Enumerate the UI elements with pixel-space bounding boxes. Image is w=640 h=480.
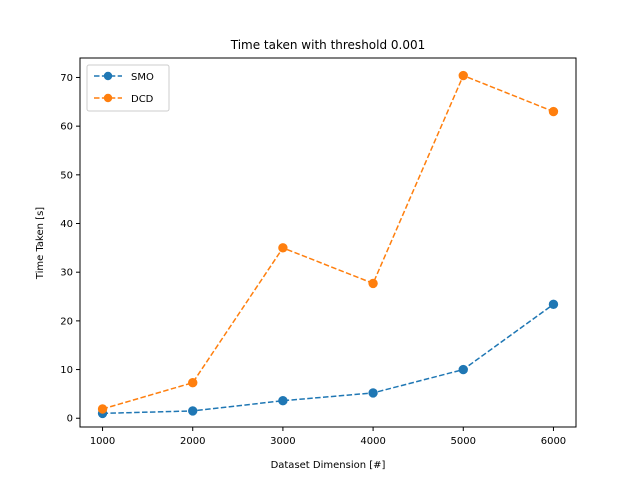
series-line-smo [102, 303, 554, 415]
series-line-dcd [102, 74, 554, 410]
chart-title: Time taken with threshold 0.001 [230, 38, 426, 52]
x-tick-label: 6000 [541, 436, 566, 447]
y-tick-label: 30 [60, 268, 73, 279]
x-tick-label: 5000 [451, 436, 476, 447]
y-tick-label: 10 [60, 365, 73, 376]
data-point-smo [548, 299, 559, 310]
plot-area [97, 70, 559, 419]
legend-marker [103, 93, 113, 103]
legend: SMO DCD [86, 64, 170, 112]
x-tick-label: 3000 [270, 436, 295, 447]
y-axis-label: Time Taken [s] [35, 207, 46, 280]
legend-item-dcd: DCD [94, 93, 154, 105]
legend-box [86, 64, 170, 112]
y-tick-label: 50 [60, 170, 73, 181]
legend-label: DCD [131, 94, 154, 105]
x-axis-label: Dataset Dimension [#] [271, 460, 386, 471]
y-tick-label: 20 [60, 316, 73, 327]
x-axis: 1000 2000 3000 4000 5000 6000 [90, 427, 566, 447]
data-point-dcd [97, 404, 108, 414]
y-tick-label: 40 [60, 219, 73, 230]
x-tick-label: 4000 [360, 436, 385, 447]
legend-item-smo: SMO [94, 71, 154, 83]
plot-frame [79, 57, 577, 428]
data-point-smo [278, 396, 288, 406]
legend-marker [103, 71, 113, 81]
x-tick-label: 1000 [90, 436, 115, 447]
data-point-dcd [188, 378, 198, 388]
data-point-smo [368, 388, 378, 398]
y-axis: 0 10 20 30 40 50 60 70 [60, 73, 80, 425]
x-tick-label: 2000 [180, 436, 205, 447]
y-tick-label: 0 [67, 414, 73, 425]
data-point-smo [458, 364, 468, 375]
data-point-dcd [548, 106, 559, 117]
data-point-dcd [278, 243, 288, 253]
y-tick-label: 70 [60, 73, 73, 84]
data-point-dcd [458, 70, 468, 81]
legend-label: SMO [131, 72, 154, 83]
data-point-dcd [368, 278, 378, 289]
y-tick-label: 60 [60, 122, 73, 133]
data-point-smo [188, 406, 198, 416]
